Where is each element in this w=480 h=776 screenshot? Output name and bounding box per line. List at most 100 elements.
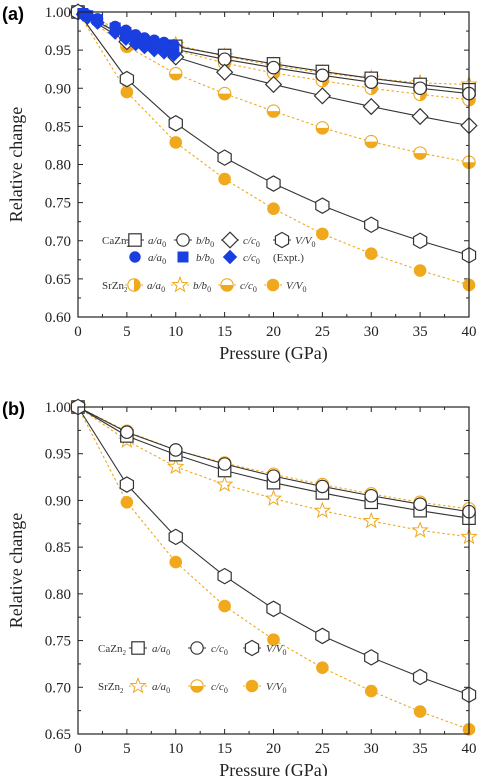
legend-ca-label-2: V/V0 [266, 643, 287, 657]
legend-sr-label-3: V/V0 [286, 280, 307, 294]
legend-sr-sample-3 [264, 278, 282, 292]
series-cazn2-b-b0-point [266, 60, 281, 75]
series-srzn2-a-a0-point-shape [362, 511, 380, 529]
legend-sr-sample-1-marker-shape [171, 275, 189, 293]
series-expt-c-c0-point-shape [166, 47, 182, 62]
legend-ca-sample-0-marker-shape [131, 641, 145, 655]
legend-sr-label-2: V/V0 [266, 681, 287, 695]
series-srzn2-a-a0-point-shape [411, 521, 429, 538]
panel-label: (b) [2, 399, 25, 419]
y-tick-label: 0.90 [45, 81, 71, 97]
legend-expt-text: (Expt.) [273, 252, 304, 264]
series-cazn2-V-V0-point [364, 649, 379, 666]
series-cazn2-c-c0-point-shape [266, 469, 281, 483]
plot-frame [77, 406, 470, 735]
series-srzn2-V-V0-point [316, 661, 329, 674]
series-srzn2-c-c0-point-fill [316, 127, 329, 135]
y-tick-label: 0.80 [45, 587, 71, 603]
series-srzn2-c-c0-point [169, 67, 183, 81]
legend-sr-sample-1-marker-fill [190, 686, 204, 693]
y-tick-label: 0.70 [45, 680, 71, 696]
legend-ca-sample-1-marker-shape [176, 233, 190, 247]
x-tick-label: 0 [74, 741, 82, 757]
series-srzn2-V-V0-point-shape [267, 633, 280, 646]
series-cazn2-V-V0-point-shape [364, 216, 379, 234]
series-srzn2-c-c0-point-fill [169, 73, 182, 80]
series-cazn2-c-c0-point [313, 87, 332, 105]
series-cazn2-V-V0-point [412, 668, 428, 686]
y-tick-label: 0.70 [45, 234, 71, 250]
y-tick-label: 1.00 [45, 5, 71, 21]
series-cazn2-c-c0-point-shape [120, 425, 134, 440]
series-group [69, 2, 478, 292]
legend-ca-label-2: c/c0 [243, 235, 260, 249]
series-cazn2-V-V0-point-shape [168, 115, 183, 132]
series-expt-c-c0-point-shape [90, 15, 105, 30]
legend-ca-label-3: V/V0 [295, 235, 316, 249]
x-tick-label: 40 [462, 741, 477, 757]
series-cazn2-V-V0 [70, 398, 477, 704]
series-cazn2-V-V0-point-shape [412, 668, 428, 686]
series-srzn2-c-c0-point-fill [267, 111, 280, 118]
series-srzn2-c-c0-point [364, 134, 378, 149]
series-expt-c-c0-point-shape [156, 45, 172, 60]
legend-sr-sample-0-marker [129, 676, 147, 694]
legend-ca-name: CaZn2 [102, 235, 130, 249]
legend-expt-marker-0 [129, 251, 141, 263]
series-cazn2-c-c0-point-shape [364, 488, 379, 503]
series-cazn2-V-V0-point-shape [412, 232, 428, 250]
legend-ca-sample-1 [174, 233, 192, 247]
series-srzn2-V-V0-point-shape [169, 555, 183, 569]
series-srzn2-V-V0-point-shape [316, 661, 329, 674]
panel-b: (b)0 5 10 15 20 25 30 35 400.650.700.750.800.850… [2, 397, 478, 776]
series-cazn2-c-c0-point [266, 469, 281, 483]
series-cazn2-V-V0-point [266, 175, 281, 192]
series-srzn2-V-V0-point-shape [169, 136, 183, 149]
legend-a: CaZn2 a/a0 b/b0 c/c0 V/V0 a/a0 b/b0 c/c0 (Expt.)… [102, 231, 316, 294]
series-cazn2-V-V0-point [168, 115, 183, 132]
y-tick-label: 0.80 [45, 158, 71, 174]
legend-sr-label-2: c/c0 [240, 280, 257, 294]
ticks: 0 5 10 15 20 25 30 35 40 0.60 0.65 0.70 0.75 0.80 0.85… [45, 5, 477, 340]
x-tick-label: 20 [266, 324, 281, 340]
series-srzn2-a-a0-point-shape [313, 501, 332, 519]
series-cazn2-V-V0-point [412, 232, 428, 250]
x-axis-title: Pressure (GPa) [219, 343, 327, 364]
series-cazn2-c-c0-point [168, 443, 183, 457]
series-srzn2-a-a0-line [77, 406, 470, 538]
series-cazn2-V-V0-point [364, 216, 379, 234]
panel-a: (a)0 5 10 15 20 25 30 35 400.600.650.700.750.800… [2, 2, 478, 364]
legend-ca-sample-3 [273, 231, 291, 249]
legend-ca-sample-2 [221, 231, 239, 249]
series-srzn2-V-V0-point [316, 227, 329, 241]
series-cazn2-c-c0-point-shape [215, 63, 234, 81]
series-cazn2-V-V0-point [266, 600, 281, 618]
y-tick-label: 1.00 [45, 400, 71, 416]
x-tick-label: 25 [315, 741, 330, 757]
series-cazn2-V-V0-point [315, 197, 330, 214]
series-srzn2-V-V0-point [413, 705, 427, 718]
legend-sr-sample-2-marker-fill [220, 285, 234, 292]
series-cazn2-V-V0-point-shape [266, 175, 281, 192]
series-srzn2-a-a0-point [362, 511, 380, 529]
series-srzn2-V-V0-point-shape [267, 202, 280, 216]
series-srzn2-c-c0-point [266, 104, 281, 118]
legend-sr-label-0: a/a0 [147, 280, 165, 294]
series-cazn2-c-c0-point-shape [217, 457, 232, 471]
ticks: 0 5 10 15 20 25 30 35 40 0.65 0.70 0.75 0.80 0.85 0.90… [45, 400, 477, 757]
series-srzn2-V-V0-point [364, 684, 378, 698]
legend-b: CaZn2 a/a0 c/c0 V/V0 SrZn2 a/a0 c/c0 V/V0 [98, 639, 287, 695]
x-tick-label: 35 [413, 741, 428, 757]
series-srzn2-V-V0-line [77, 406, 470, 730]
series-cazn2-V-V0-point-shape [119, 70, 135, 88]
legend-ca-sample-2-marker [221, 231, 239, 249]
series-srzn2-V-V0-point-shape [316, 227, 329, 241]
series-cazn2-V-V0-point-shape [217, 567, 232, 585]
legend-sr-sample-0 [129, 676, 147, 694]
legend-ca-sample-1-marker [176, 233, 190, 247]
series-cazn2-c-c0-point-shape [313, 87, 332, 105]
series-cazn2-b-b0-point [413, 81, 427, 96]
series-cazn2-c-c0-point [264, 75, 283, 94]
series-srzn2-V-V0-point-shape [218, 599, 231, 613]
x-tick-label: 5 [123, 741, 131, 757]
